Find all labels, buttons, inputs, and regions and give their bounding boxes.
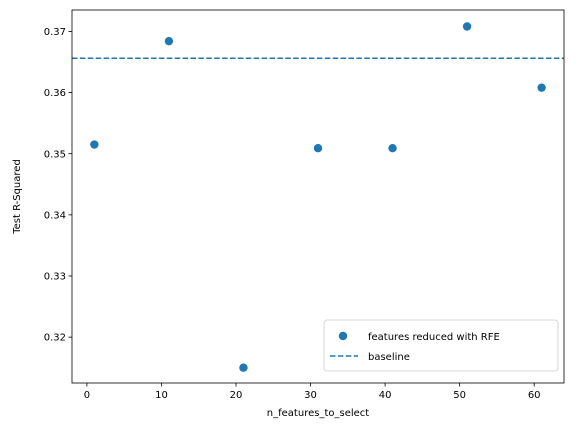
legend: features reduced with RFE baseline [323,319,559,372]
y-tick-label: 0.33 [44,272,66,283]
x-axis-label: n_features_to_select [267,408,369,419]
points-layer [90,22,546,372]
data-point [313,143,323,153]
legend-label-scatter: features reduced with RFE [368,332,500,343]
data-point [239,363,248,372]
y-tick-label: 0.37 [44,27,66,38]
y-axis: 0.32 0.33 0.34 0.35 0.36 0.37 [44,27,72,344]
legend-marker-scatter [338,331,348,341]
data-point [462,22,472,31]
x-tick-label: 50 [453,390,466,401]
legend-box [323,319,559,372]
data-point [537,83,546,92]
y-tick-label: 0.35 [44,149,66,160]
y-tick-label: 0.34 [44,210,66,221]
axes-frame [71,9,565,384]
data-point [164,36,174,46]
data-point [90,140,99,149]
y-axis-label: Test R-Squared [12,159,23,235]
y-tick-label: 0.32 [44,333,66,344]
x-tick-label: 60 [528,390,541,401]
legend-label-baseline: baseline [368,352,410,363]
x-tick-label: 40 [379,390,392,401]
x-tick-label: 0 [84,390,90,401]
x-tick-label: 30 [304,390,317,401]
x-tick-label: 20 [230,390,243,401]
data-point [388,143,397,153]
x-axis: 0 10 20 30 40 50 60 [84,383,541,401]
y-tick-label: 0.36 [44,88,66,99]
x-tick-label: 10 [155,390,168,401]
